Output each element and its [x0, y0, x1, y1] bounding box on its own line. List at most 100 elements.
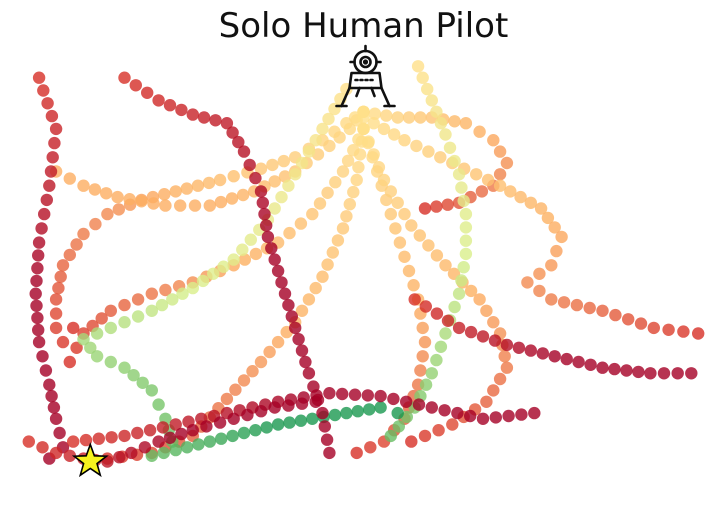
- trajectory-point: [362, 135, 375, 148]
- trajectory-point: [200, 420, 213, 433]
- trajectory-point: [533, 267, 546, 280]
- trajectory-point: [118, 71, 131, 84]
- trajectory-point: [363, 403, 376, 416]
- trajectory-point: [232, 135, 245, 149]
- trajectory-point: [391, 196, 404, 209]
- trajectory-point: [118, 298, 131, 312]
- trajectory-point: [145, 449, 158, 462]
- trajectory-point: [175, 427, 188, 441]
- trajectory-point: [488, 334, 502, 347]
- trajectory-point: [143, 424, 157, 437]
- trajectory-point: [265, 242, 278, 255]
- trajectory-point: [169, 185, 182, 198]
- trajectory-point: [489, 411, 502, 424]
- trajectory-point: [459, 247, 473, 261]
- trajectory-point: [336, 165, 350, 178]
- trajectory-point: [439, 327, 452, 340]
- trajectory-series: [408, 293, 698, 380]
- trajectory-point: [145, 384, 158, 397]
- trajectory-point: [249, 424, 262, 437]
- trajectory-point: [421, 82, 434, 96]
- trajectory-point: [225, 192, 239, 205]
- trajectory-point: [49, 446, 63, 460]
- trajectory-point: [434, 340, 448, 353]
- trajectory-point: [459, 207, 473, 221]
- trajectory-point: [70, 341, 83, 354]
- trajectory-point: [407, 279, 420, 292]
- trajectory-point: [348, 388, 362, 401]
- trajectory-point: [213, 173, 227, 187]
- trajectory-point: [43, 179, 56, 192]
- trajectory-point: [294, 414, 308, 427]
- trajectory-point: [220, 117, 234, 130]
- trajectory-point: [487, 384, 500, 397]
- trajectory-point: [77, 227, 90, 241]
- trajectory-point: [476, 330, 490, 343]
- trajectory-point: [217, 260, 230, 273]
- trajectory-point: [608, 362, 621, 376]
- trajectory-point: [536, 347, 549, 360]
- trajectory-point: [493, 372, 507, 386]
- trajectory-point: [295, 156, 309, 170]
- trajectory-point: [191, 179, 205, 192]
- trajectory-point: [101, 207, 114, 221]
- trajectory-point: [320, 433, 334, 446]
- trajectory-point: [657, 367, 671, 380]
- trajectory-point: [46, 151, 59, 164]
- trajectory-point: [169, 418, 182, 431]
- trajectory-point: [158, 188, 171, 201]
- trajectory-point: [227, 412, 240, 425]
- trajectory-point: [261, 230, 275, 244]
- trajectory-point: [416, 350, 429, 363]
- trajectory-point: [487, 134, 500, 147]
- trajectory-point: [425, 367, 438, 380]
- trajectory-point: [367, 148, 380, 161]
- trajectory-point: [227, 253, 240, 266]
- trajectory-point: [473, 293, 486, 306]
- trajectory-point: [176, 287, 189, 300]
- trajectory-point: [105, 431, 118, 444]
- trajectory-point: [541, 211, 555, 225]
- trajectory-point: [302, 145, 316, 158]
- trajectory-point: [333, 131, 346, 144]
- trajectory-point: [475, 185, 489, 198]
- trajectory-point: [236, 243, 249, 256]
- trajectory-point: [322, 112, 335, 126]
- trajectory-point: [343, 122, 356, 136]
- trajectory-point: [282, 399, 295, 412]
- trajectory-point: [226, 126, 239, 139]
- trajectory-point: [90, 327, 104, 340]
- trajectory-point: [157, 446, 170, 460]
- trajectory-point: [159, 199, 172, 212]
- trajectory-point: [493, 179, 507, 192]
- trajectory-point: [213, 416, 227, 429]
- trajectory-point: [104, 304, 118, 317]
- trajectory-point: [84, 341, 97, 354]
- trajectory-point: [340, 406, 353, 420]
- trajectory-point: [203, 435, 216, 448]
- trajectory-series: [384, 60, 473, 443]
- trajectory-point: [271, 418, 285, 431]
- trajectory-point: [448, 115, 461, 128]
- trajectory-point: [545, 293, 558, 306]
- trajectory-point: [364, 441, 377, 454]
- trajectory-point: [299, 355, 312, 369]
- trajectory-point: [174, 199, 187, 212]
- trajectory-point: [268, 401, 281, 414]
- trajectory-point: [384, 429, 397, 443]
- trajectory-point: [92, 432, 106, 445]
- trajectory-point: [214, 195, 228, 209]
- trajectory-point: [295, 344, 309, 357]
- trajectory-point: [405, 435, 418, 448]
- trajectory-point: [192, 438, 205, 451]
- trajectory-point: [95, 312, 108, 325]
- trajectory-point: [632, 365, 645, 379]
- trajectory-point: [473, 125, 486, 138]
- trajectory-point: [45, 109, 59, 123]
- trajectory-point: [388, 128, 401, 141]
- trajectory-point: [391, 111, 404, 124]
- trajectory-point: [316, 406, 329, 420]
- trajectory-point: [377, 122, 391, 136]
- trajectory-point: [169, 443, 182, 457]
- trajectory-point: [534, 202, 548, 215]
